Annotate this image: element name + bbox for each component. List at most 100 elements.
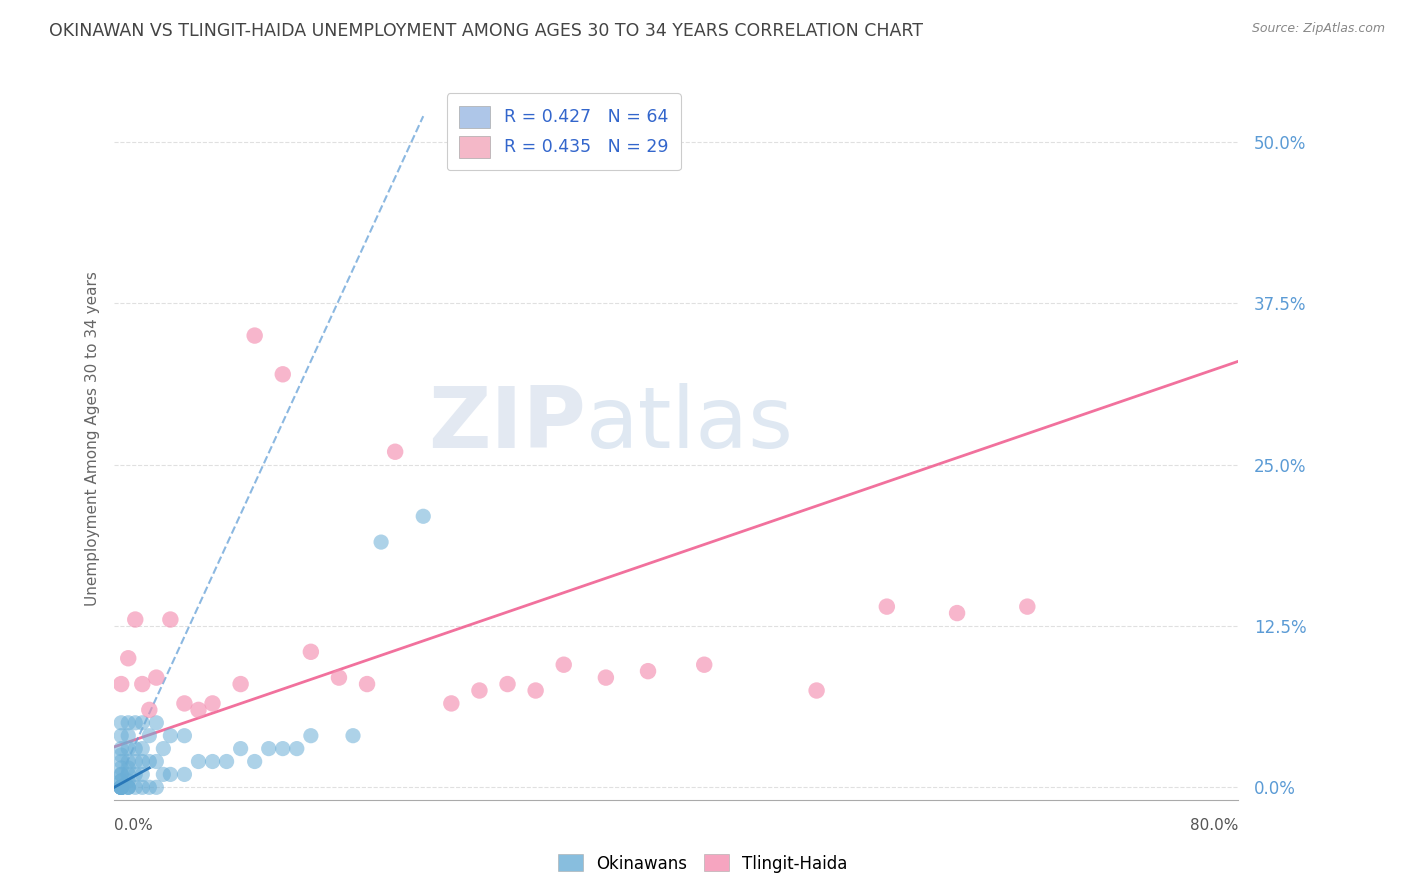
Point <box>328 671 350 685</box>
Point <box>412 509 434 524</box>
Point <box>117 741 139 756</box>
Point <box>138 755 160 769</box>
Point <box>243 755 266 769</box>
Point <box>110 773 132 788</box>
Point <box>468 683 491 698</box>
Point <box>299 729 322 743</box>
Point <box>201 755 224 769</box>
Point <box>131 741 153 756</box>
Point <box>257 741 280 756</box>
Point <box>117 767 139 781</box>
Point <box>110 780 132 795</box>
Point <box>173 729 195 743</box>
Legend: Okinawans, Tlingit-Haida: Okinawans, Tlingit-Haida <box>551 847 855 880</box>
Point <box>152 767 174 781</box>
Point <box>271 741 294 756</box>
Point <box>145 671 167 685</box>
Point <box>124 755 146 769</box>
Point <box>496 677 519 691</box>
Text: Source: ZipAtlas.com: Source: ZipAtlas.com <box>1251 22 1385 36</box>
Point <box>110 780 132 795</box>
Point <box>117 780 139 795</box>
Point <box>110 780 132 795</box>
Point <box>131 780 153 795</box>
Point <box>124 613 146 627</box>
Point <box>145 715 167 730</box>
Point <box>131 755 153 769</box>
Point <box>110 741 132 756</box>
Point <box>110 780 132 795</box>
Point <box>110 773 132 788</box>
Point <box>440 697 463 711</box>
Point <box>637 664 659 678</box>
Point <box>131 677 153 691</box>
Point <box>117 755 139 769</box>
Point <box>271 368 294 382</box>
Point <box>553 657 575 672</box>
Point <box>117 651 139 665</box>
Point <box>524 683 547 698</box>
Point <box>356 677 378 691</box>
Point <box>187 755 209 769</box>
Point <box>110 767 132 781</box>
Text: OKINAWAN VS TLINGIT-HAIDA UNEMPLOYMENT AMONG AGES 30 TO 34 YEARS CORRELATION CHA: OKINAWAN VS TLINGIT-HAIDA UNEMPLOYMENT A… <box>49 22 924 40</box>
Point <box>110 715 132 730</box>
Point <box>110 780 132 795</box>
Point <box>124 780 146 795</box>
Point <box>201 697 224 711</box>
Text: atlas: atlas <box>586 383 794 466</box>
Y-axis label: Unemployment Among Ages 30 to 34 years: Unemployment Among Ages 30 to 34 years <box>86 271 100 607</box>
Point <box>159 767 181 781</box>
Point <box>173 697 195 711</box>
Point <box>187 703 209 717</box>
Point <box>124 767 146 781</box>
Point <box>124 715 146 730</box>
Point <box>117 761 139 775</box>
Text: 80.0%: 80.0% <box>1189 818 1239 833</box>
Legend: R = 0.427   N = 64, R = 0.435   N = 29: R = 0.427 N = 64, R = 0.435 N = 29 <box>447 94 681 170</box>
Point <box>110 780 132 795</box>
Point <box>117 715 139 730</box>
Point <box>124 741 146 756</box>
Point <box>110 780 132 795</box>
Point <box>229 677 252 691</box>
Point <box>159 729 181 743</box>
Point <box>159 613 181 627</box>
Point <box>152 741 174 756</box>
Point <box>876 599 898 614</box>
Point <box>243 328 266 343</box>
Point <box>110 780 132 795</box>
Point <box>173 767 195 781</box>
Point <box>131 767 153 781</box>
Point <box>110 780 132 795</box>
Text: 0.0%: 0.0% <box>114 818 153 833</box>
Text: ZIP: ZIP <box>429 383 586 466</box>
Point <box>693 657 716 672</box>
Point <box>110 755 132 769</box>
Point <box>138 703 160 717</box>
Point <box>117 773 139 788</box>
Point <box>806 683 828 698</box>
Point <box>138 780 160 795</box>
Point <box>110 729 132 743</box>
Point <box>595 671 617 685</box>
Point <box>299 645 322 659</box>
Point <box>946 606 969 620</box>
Point <box>117 780 139 795</box>
Point <box>215 755 238 769</box>
Point <box>1017 599 1039 614</box>
Point <box>370 535 392 549</box>
Point <box>117 729 139 743</box>
Point <box>131 715 153 730</box>
Point <box>229 741 252 756</box>
Point <box>110 780 132 795</box>
Point <box>110 761 132 775</box>
Point <box>117 780 139 795</box>
Point <box>110 747 132 762</box>
Point <box>110 677 132 691</box>
Point <box>145 780 167 795</box>
Point <box>110 767 132 781</box>
Point <box>145 755 167 769</box>
Point <box>384 444 406 458</box>
Point <box>285 741 308 756</box>
